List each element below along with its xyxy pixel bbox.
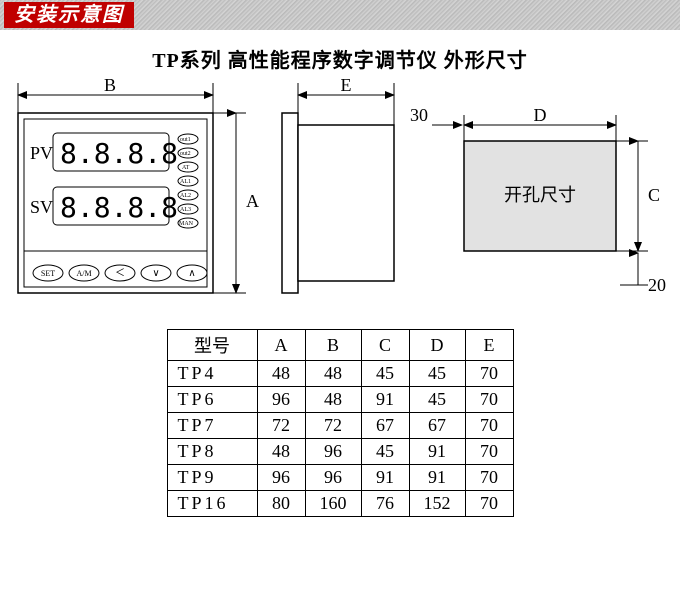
cell-value: 70 bbox=[465, 361, 513, 387]
cell-value: 45 bbox=[409, 387, 465, 413]
dim-B: B bbox=[18, 75, 213, 113]
col-B: B bbox=[305, 330, 361, 361]
table-row: TP84896459170 bbox=[167, 439, 513, 465]
side-view bbox=[282, 113, 394, 293]
table-row: TP16801607615270 bbox=[167, 491, 513, 517]
sv-label: SV bbox=[30, 197, 53, 217]
cell-value: 160 bbox=[305, 491, 361, 517]
svg-text:A/M: A/M bbox=[76, 269, 91, 278]
dimensions-table: 型号 A B C D E TP44848454570TP69648914570T… bbox=[167, 329, 514, 517]
sv-display: 8.8.8.8 bbox=[60, 191, 178, 224]
banner-text: 安装示意图 bbox=[4, 2, 134, 28]
cell-value: 70 bbox=[465, 413, 513, 439]
cell-value: 70 bbox=[465, 465, 513, 491]
cell-value: 67 bbox=[361, 413, 409, 439]
cell-model: TP8 bbox=[167, 439, 257, 465]
svg-text:C: C bbox=[648, 185, 660, 205]
dim-20: 20 bbox=[648, 275, 666, 295]
col-model: 型号 bbox=[167, 330, 257, 361]
svg-text:B: B bbox=[104, 75, 116, 95]
svg-text:E: E bbox=[341, 75, 352, 95]
dim-A: A bbox=[213, 113, 259, 293]
dim-E: E bbox=[298, 75, 394, 125]
cell-model: TP6 bbox=[167, 387, 257, 413]
col-E: E bbox=[465, 330, 513, 361]
cell-value: 96 bbox=[257, 465, 305, 491]
cell-value: 48 bbox=[257, 361, 305, 387]
svg-text:D: D bbox=[534, 105, 547, 125]
svg-text:∨: ∨ bbox=[152, 268, 159, 279]
cell-value: 70 bbox=[465, 439, 513, 465]
col-C: C bbox=[361, 330, 409, 361]
diagram-area: PV 8.8.8.8 SV 8.8.8.8 out1 out2 AT AL1 A… bbox=[0, 73, 680, 323]
svg-text:A: A bbox=[246, 191, 259, 211]
cell-value: 96 bbox=[257, 387, 305, 413]
cell-value: 96 bbox=[305, 465, 361, 491]
svg-text:out2: out2 bbox=[180, 151, 191, 157]
col-A: A bbox=[257, 330, 305, 361]
cell-value: 91 bbox=[361, 387, 409, 413]
svg-text:AL3: AL3 bbox=[180, 207, 191, 213]
cell-value: 91 bbox=[409, 439, 465, 465]
table-row: TP44848454570 bbox=[167, 361, 513, 387]
svg-text:MAN: MAN bbox=[179, 221, 194, 227]
col-D: D bbox=[409, 330, 465, 361]
table-header-row: 型号 A B C D E bbox=[167, 330, 513, 361]
cell-value: 80 bbox=[257, 491, 305, 517]
cell-model: TP9 bbox=[167, 465, 257, 491]
cell-value: 152 bbox=[409, 491, 465, 517]
cell-value: 72 bbox=[257, 413, 305, 439]
table-row: TP69648914570 bbox=[167, 387, 513, 413]
cell-value: 91 bbox=[409, 465, 465, 491]
cell-value: 72 bbox=[305, 413, 361, 439]
installation-banner: 安装示意图 bbox=[0, 0, 680, 30]
cell-value: 70 bbox=[465, 387, 513, 413]
svg-text:out1: out1 bbox=[180, 137, 191, 143]
cell-value: 70 bbox=[465, 491, 513, 517]
cell-value: 96 bbox=[305, 439, 361, 465]
svg-text:＜: ＜ bbox=[115, 268, 125, 279]
cell-value: 48 bbox=[305, 361, 361, 387]
page-title: TP系列 高性能程序数字调节仪 外形尺寸 bbox=[0, 44, 680, 73]
cell-value: 91 bbox=[361, 465, 409, 491]
cutout-label: 开孔尺寸 bbox=[504, 185, 576, 205]
dim-30: 30 bbox=[410, 105, 428, 125]
cutout-view: 开孔尺寸 D 30 C 20 bbox=[410, 105, 666, 295]
cell-value: 76 bbox=[361, 491, 409, 517]
svg-text:AL1: AL1 bbox=[180, 179, 191, 185]
cell-model: TP4 bbox=[167, 361, 257, 387]
cell-value: 45 bbox=[361, 439, 409, 465]
svg-text:AL2: AL2 bbox=[180, 193, 191, 199]
svg-text:SET: SET bbox=[41, 269, 55, 278]
front-panel: PV 8.8.8.8 SV 8.8.8.8 out1 out2 AT AL1 A… bbox=[18, 113, 213, 293]
cell-value: 45 bbox=[409, 361, 465, 387]
cell-value: 48 bbox=[305, 387, 361, 413]
table-row: TP77272676770 bbox=[167, 413, 513, 439]
svg-text:∧: ∧ bbox=[188, 268, 195, 279]
cell-value: 67 bbox=[409, 413, 465, 439]
pv-label: PV bbox=[30, 143, 53, 163]
svg-text:AT: AT bbox=[182, 165, 190, 171]
pv-display: 8.8.8.8 bbox=[60, 137, 178, 170]
cell-model: TP7 bbox=[167, 413, 257, 439]
table-row: TP99696919170 bbox=[167, 465, 513, 491]
cell-model: TP16 bbox=[167, 491, 257, 517]
cell-value: 45 bbox=[361, 361, 409, 387]
cell-value: 48 bbox=[257, 439, 305, 465]
